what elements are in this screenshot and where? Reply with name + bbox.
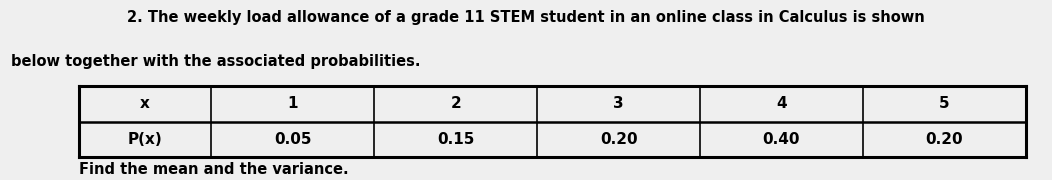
Text: Find the mean and the variance.: Find the mean and the variance.: [79, 162, 348, 177]
Text: 0.05: 0.05: [275, 132, 311, 147]
Text: 3: 3: [613, 96, 624, 111]
Text: x: x: [140, 96, 150, 111]
Text: 0.15: 0.15: [437, 132, 474, 147]
Text: 4: 4: [776, 96, 787, 111]
Text: below together with the associated probabilities.: below together with the associated proba…: [11, 54, 420, 69]
Text: P(x): P(x): [127, 132, 163, 147]
Text: 1: 1: [287, 96, 298, 111]
Text: 0.20: 0.20: [926, 132, 963, 147]
Text: 5: 5: [939, 96, 950, 111]
Text: 2: 2: [450, 96, 461, 111]
Text: 0.20: 0.20: [600, 132, 638, 147]
Text: 0.40: 0.40: [763, 132, 801, 147]
Text: 2. The weekly load allowance of a grade 11 STEM student in an online class in Ca: 2. The weekly load allowance of a grade …: [127, 10, 925, 25]
